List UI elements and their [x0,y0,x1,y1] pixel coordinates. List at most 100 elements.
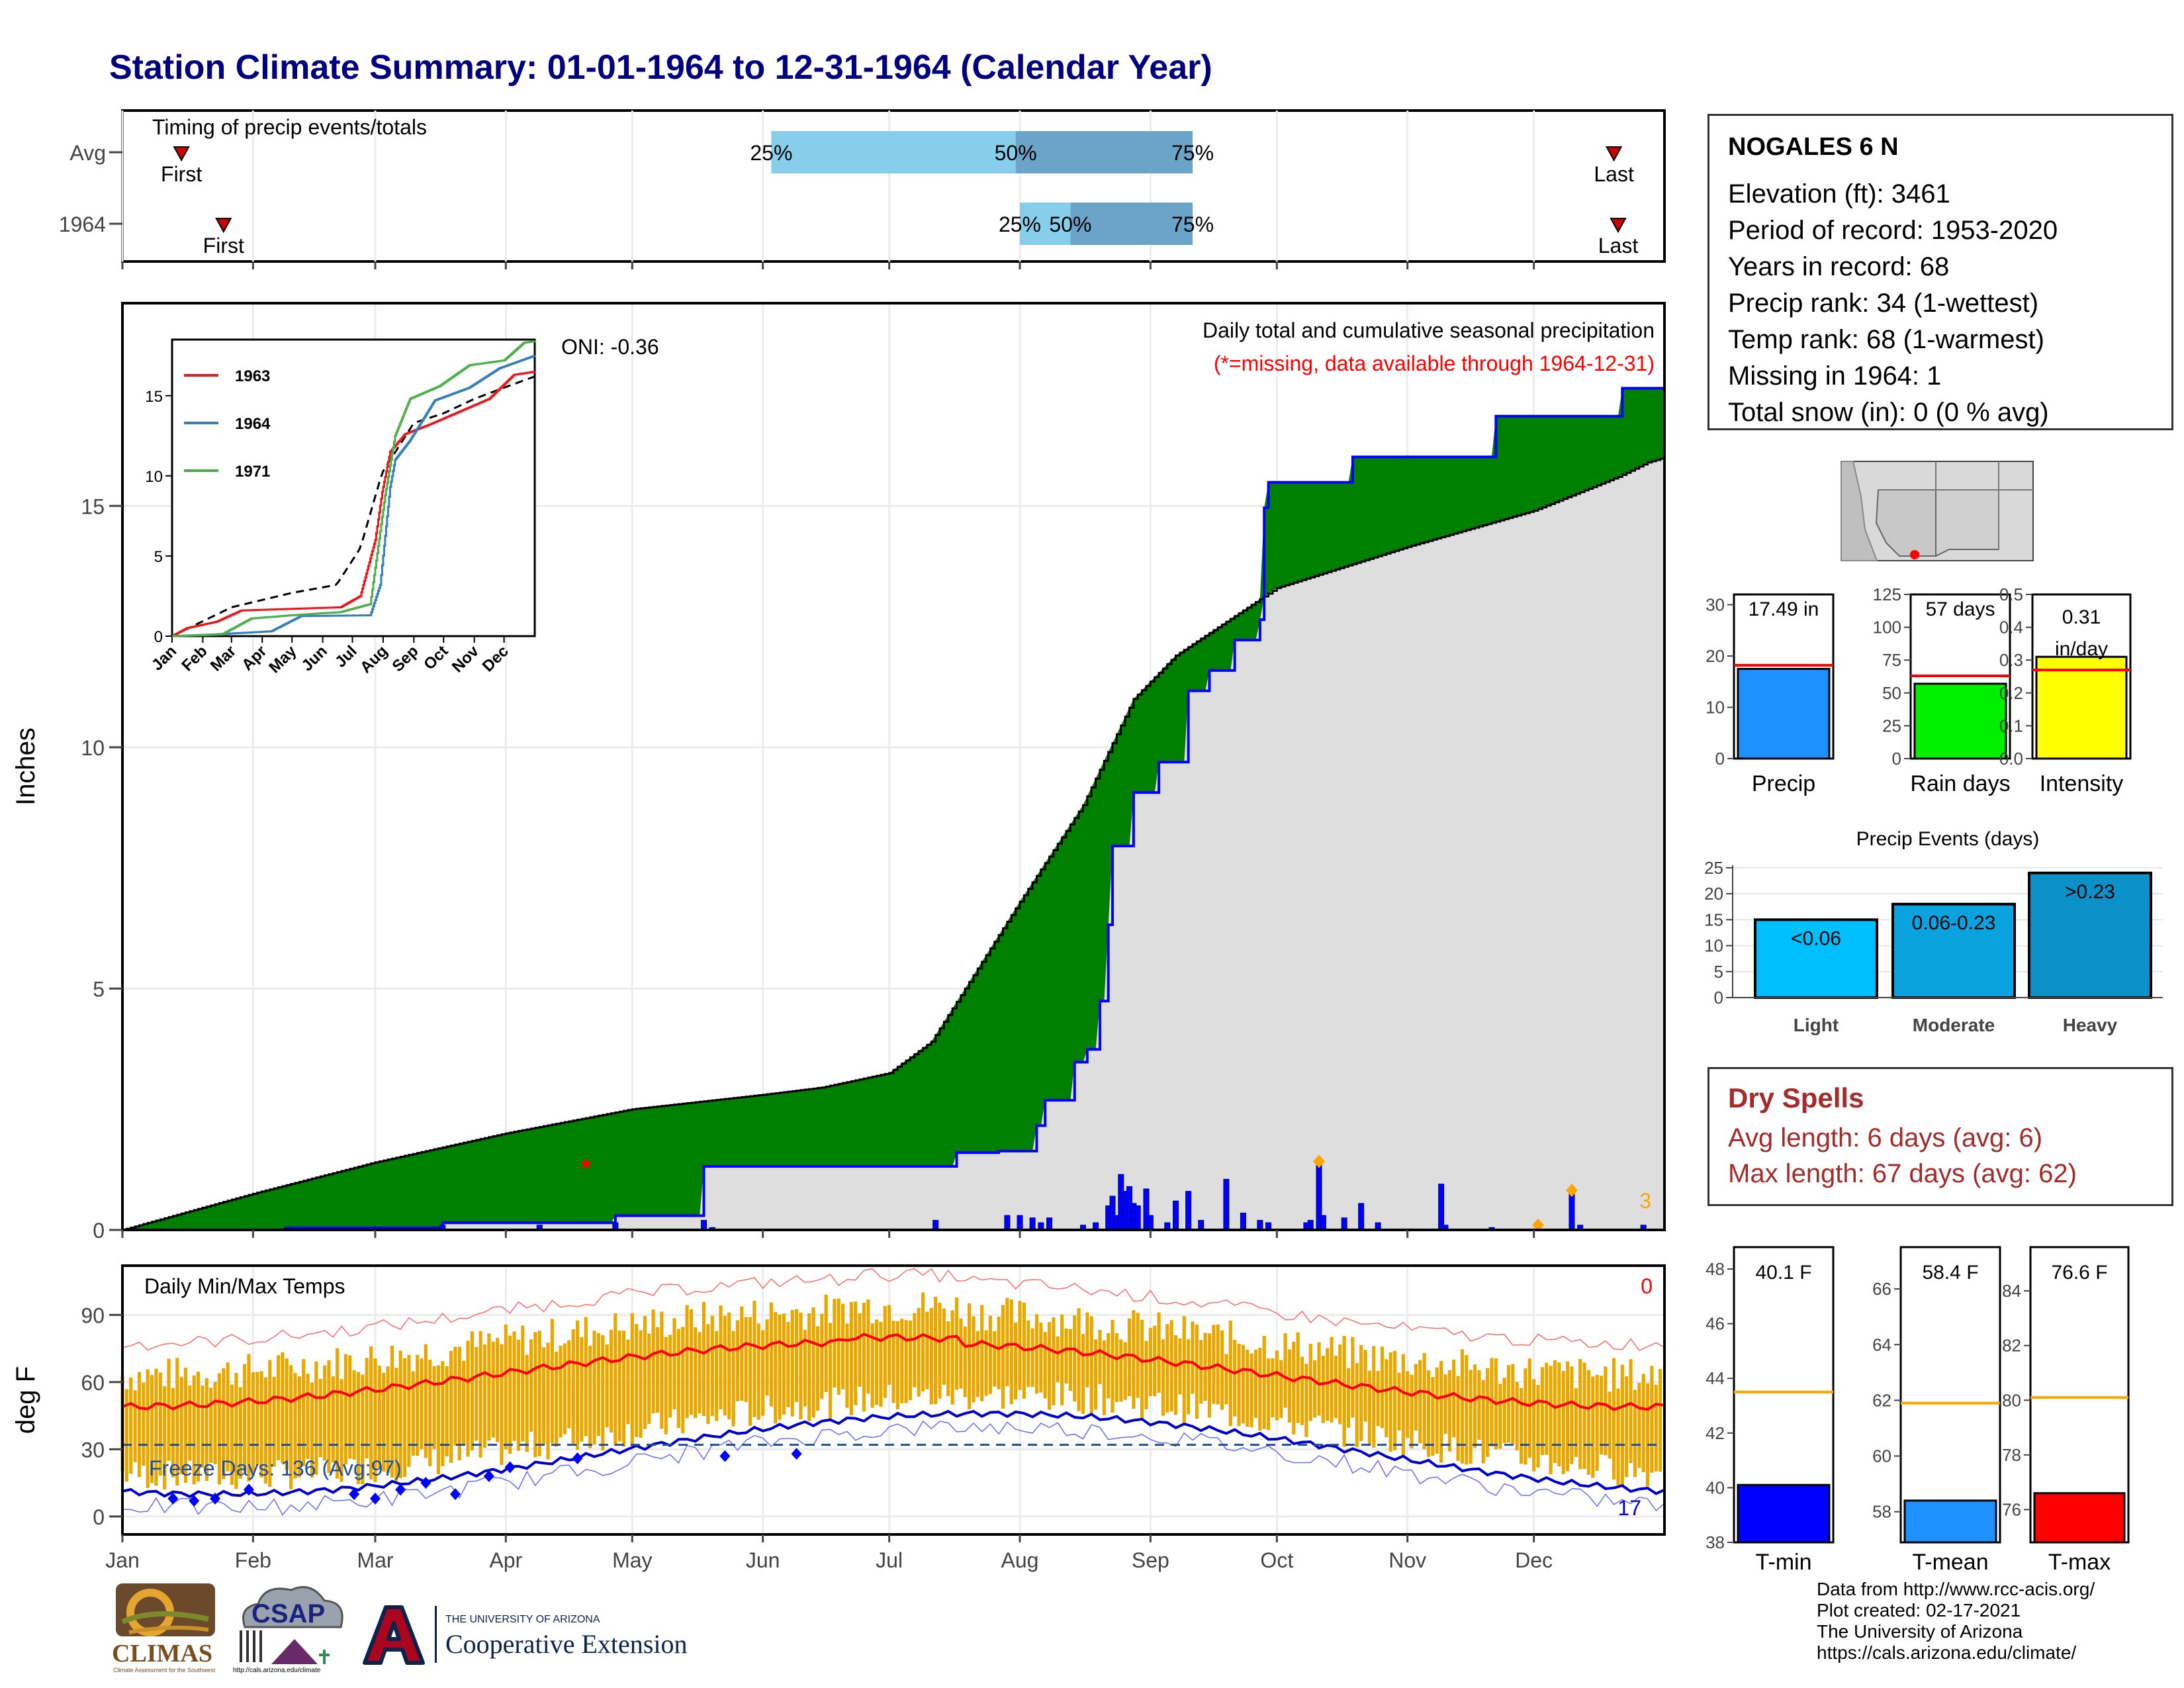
daily-temp-bar [529,1339,533,1432]
inset-legend-label: 1964 [235,415,271,433]
daily-temp-bar [352,1370,356,1460]
daily-temp-bar [222,1368,226,1479]
credit-line: Data from http://www.rcc-acis.org/ [1817,1579,2095,1599]
inset-series-line [171,371,536,637]
daily-temp-bar [862,1302,866,1412]
summary-y-tick: 0.2 [1999,683,2023,703]
daily-temp-bar [828,1323,833,1419]
daily-temp-bar [1397,1372,1401,1430]
daily-temp-bar [731,1331,735,1427]
month-tick-label: Sep [1132,1548,1169,1572]
record-max-line [122,1268,1665,1351]
temp-summary-y-tick: 42 [1706,1423,1725,1443]
daily-precip-bar [1257,1219,1263,1231]
daily-temp-bar [1616,1388,1620,1485]
daily-temp-bar [1030,1328,1034,1387]
daily-temp-bar [715,1331,719,1421]
daily-temp-bar [1326,1348,1330,1421]
daily-temp-bar [1212,1325,1216,1404]
inset-legend-label: 1971 [235,463,270,481]
daily-temp-bar [1595,1375,1599,1471]
daily-precip-bar [1173,1200,1179,1231]
temp-panel-title: Daily Min/Max Temps [144,1274,345,1298]
daily-precip-bar [701,1219,707,1231]
daily-temp-bar [946,1321,950,1397]
daily-temp-bar [1195,1324,1199,1419]
daily-temp-bar [462,1360,466,1445]
daily-temp-bar [660,1311,664,1429]
daily-temp-bar [837,1298,841,1395]
daily-temp-bar [1406,1371,1410,1438]
daily-temp-bar [1157,1312,1161,1393]
daily-temp-bar [1056,1336,1060,1383]
daily-temp-bar [512,1331,516,1441]
daily-temp-bar [917,1307,921,1397]
daily-temp-bar [1060,1314,1064,1406]
daily-temp-bar [1465,1354,1469,1465]
freeze-days-label: Freeze Days: 136 (Avg:97) [149,1456,402,1480]
daily-temp-bar [782,1313,786,1415]
daily-temp-bar [542,1347,546,1444]
daily-temp-bar [416,1354,420,1456]
daily-temp-bar [1220,1330,1224,1410]
timing-row-label: 1964 [59,212,106,236]
daily-temp-bar [769,1302,773,1407]
daily-temp-bar [226,1362,230,1472]
temp-panel-frame [121,1264,1666,1536]
record-low-marker [395,1483,406,1496]
climas-logo: CLIMAS Climate Assessment for the Southw… [109,1581,222,1680]
daily-temp-bar [1414,1364,1418,1431]
daily-temp-bar [1536,1385,1540,1468]
daily-temp-bar [1460,1349,1465,1464]
daily-temp-bar [588,1345,592,1448]
daily-precip-bar [1358,1203,1365,1231]
daily-temp-bar [205,1378,208,1481]
daily-temp-bar [1591,1376,1595,1478]
y-axis-label: Inches [11,727,40,806]
timing-pct-label: 75% [1171,212,1214,236]
station-info-line: Period of record: 1953-2020 [1728,216,2058,245]
daily-temp-bar [369,1346,373,1479]
daily-temp-bar [807,1313,811,1421]
timing-pct-label: 25% [750,141,792,165]
daily-temp-bar [605,1344,609,1428]
daily-temp-bar [1271,1358,1275,1417]
daily-temp-bar [158,1372,162,1476]
inset-y-tick: 0 [154,628,163,646]
dry-spells-box: Dry Spells Avg length: 6 days (avg: 6) M… [1707,1067,2173,1206]
daily-temp-bar [386,1366,390,1474]
summary-y-tick: 10 [1706,698,1725,718]
daily-temp-bar [849,1302,853,1415]
daily-temp-bar [1392,1350,1397,1450]
precip-event-bar-label: <0.06 [1791,927,1841,949]
daily-temp-bar [133,1390,137,1462]
daily-temp-bar [491,1341,495,1438]
daily-temp-bar [1524,1368,1527,1465]
daily-temp-bar [883,1306,887,1398]
credit-line: The University of Arizona [1817,1621,2023,1642]
daily-temp-bar [1102,1340,1106,1415]
events-y-tick: 20 [1704,884,1723,904]
daily-temp-bar [997,1317,1001,1389]
daily-temp-bar [196,1372,201,1481]
inset-series-line [171,340,536,637]
hot-days-count: 0 [1641,1274,1653,1298]
daily-temp-bar [251,1372,255,1476]
daily-temp-bar [1435,1367,1439,1454]
daily-temp-bar [643,1316,647,1429]
daily-temp-bar [361,1374,365,1485]
daily-temp-bar [167,1358,171,1461]
daily-precip-bar [1004,1215,1011,1231]
precip-base-area [122,457,1664,1231]
daily-temp-bar [879,1321,883,1407]
timing-marker-label: First [203,234,244,258]
daily-temp-bar [1148,1328,1152,1397]
daily-temp-bar [609,1329,614,1432]
daily-temp-bar [874,1319,879,1405]
daily-temp-bar [1486,1368,1490,1457]
daily-temp-bar [247,1354,251,1481]
timing-marker-label: Last [1598,234,1639,258]
record-low-marker [167,1492,179,1505]
daily-temp-bar [336,1348,340,1479]
daily-temp-bar [259,1371,263,1477]
